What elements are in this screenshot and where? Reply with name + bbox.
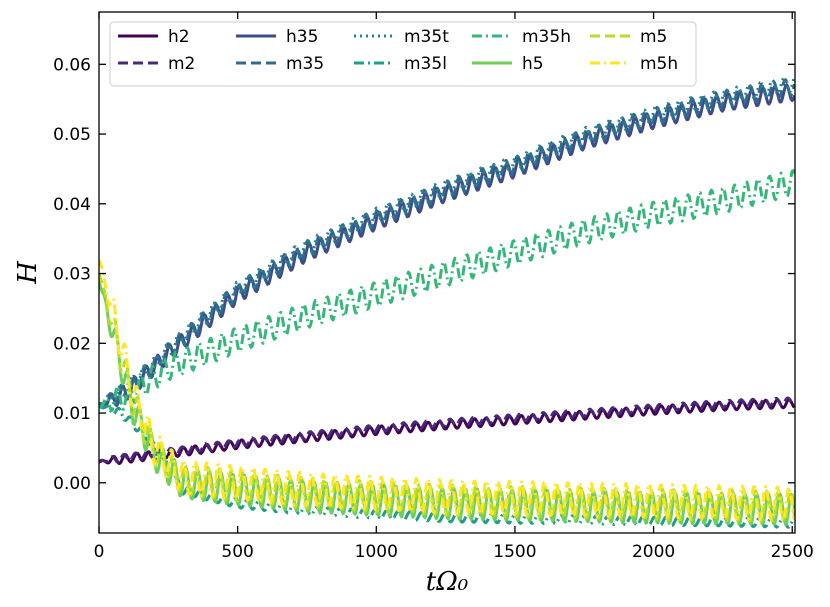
legend-label-m35h: m35h [522, 27, 571, 47]
legend-label-m35t: m35t [404, 27, 449, 47]
legend-box [109, 21, 697, 87]
y-tick-label: 0.00 [53, 474, 91, 494]
series-line-m2 [99, 396, 795, 464]
y-axis-label: H [13, 260, 43, 285]
legend-label-h5: h5 [522, 54, 544, 74]
x-tick-label: 1500 [493, 542, 536, 562]
legend-label-m2: m2 [168, 54, 195, 74]
y-axis-ticks: 0.00 0.01 0.02 0.03 0.04 0.05 0.06 [53, 55, 795, 494]
x-axis-ticks: 0 500 1000 1500 2000 2500 [94, 12, 814, 562]
x-tick-label: 500 [221, 542, 253, 562]
y-tick-label: 0.04 [53, 195, 91, 215]
x-axis-label: tΩ₀ [426, 567, 469, 597]
y-tick-label: 0.03 [53, 265, 91, 285]
legend-label-m35: m35 [286, 54, 324, 74]
y-tick-label: 0.01 [53, 404, 91, 424]
legend-label-m35l: m35l [404, 54, 447, 74]
series-line-m35h [99, 169, 795, 412]
legend-label-h2: h2 [168, 27, 190, 47]
legend-label-m5h: m5h [640, 54, 678, 74]
x-tick-label: 1000 [355, 542, 398, 562]
plot-frame [98, 11, 796, 534]
series-layer [99, 76, 795, 529]
y-tick-label: 0.02 [53, 334, 91, 354]
x-tick-label: 0 [94, 542, 105, 562]
legend-label-m5: m5 [640, 27, 667, 47]
series-line-m5h [99, 259, 795, 522]
series-line-h35 [99, 83, 795, 408]
x-tick-label: 2500 [771, 542, 814, 562]
legend-label-h35: h35 [286, 27, 318, 47]
axes-layer [98, 11, 796, 534]
legend: h2 h35 m35t m35h m5 m2 m35 m35l h5 m5h [109, 21, 697, 87]
y-tick-label: 0.06 [53, 55, 91, 75]
y-tick-label: 0.05 [53, 125, 91, 145]
x-tick-label: 2000 [632, 542, 675, 562]
series-line-h2 [99, 397, 795, 465]
